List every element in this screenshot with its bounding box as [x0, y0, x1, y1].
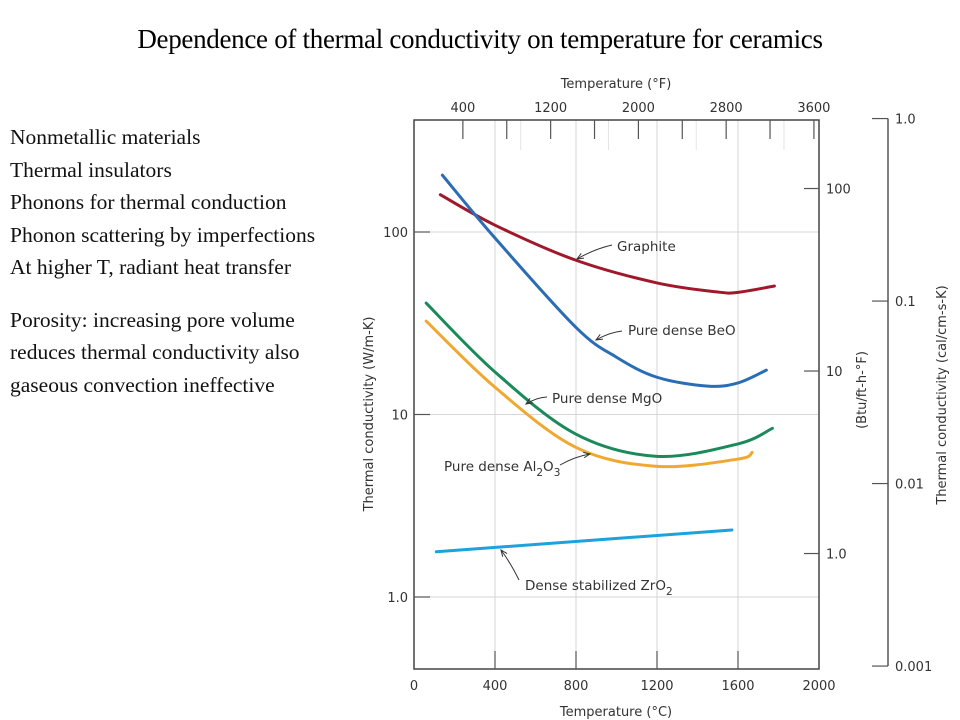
- bullet-item: At higher T, radiant heat transfer: [10, 255, 291, 279]
- arrowhead-pure-dense-al2o3: [583, 451, 592, 459]
- x-tick-label: 2000: [802, 679, 835, 694]
- bullet-item: Thermal insulators: [10, 157, 172, 182]
- y-right2-tick-label: 0.01: [895, 478, 924, 493]
- bullet-item: Phonon scattering by imperfections: [10, 222, 316, 247]
- bullet-list: Nonmetallic materials Thermal insulators…: [10, 121, 315, 401]
- annotations: Graphite Pure dense BeO Pure dense MgO Pure…: [444, 239, 736, 598]
- axis-ticks: 0 400 800 1200 1600 2000 400 1200 2000 2800 3600 1.…: [383, 101, 932, 694]
- x-top-tick-label: 1200: [534, 101, 567, 116]
- y-right1-tick-label: 10: [826, 365, 843, 380]
- label-pure-dense-al2o3: Pure dense Al2O3: [444, 459, 560, 479]
- x-top-tick-label: 2800: [710, 101, 743, 116]
- y-right2-tick-label: 0.1: [895, 295, 916, 310]
- label-dense-stabilized-zro2: Dense stabilized ZrO2: [525, 578, 673, 598]
- plot-frame: [413, 118, 889, 670]
- x-tick-label: 400: [483, 679, 508, 694]
- y-right2-tick-label: 0.001: [895, 660, 932, 675]
- label-graphite: Graphite: [617, 239, 676, 255]
- y-right1-tick-label: 1.0: [826, 548, 847, 563]
- x-top-tick-label: 3600: [797, 101, 830, 116]
- y-right2-axis-label: Thermal conductivity (cal/cm-s-K): [935, 285, 950, 505]
- note-line: gaseous convection ineffective: [10, 372, 275, 397]
- arrow-dense-stabilized-zro2: [500, 549, 520, 581]
- x-tick-label: 1200: [640, 679, 673, 694]
- x-top-tick-label: 2000: [622, 101, 655, 116]
- y-right1-axis-label: (Btu/ft-h-°F): [855, 351, 870, 429]
- arrow-pure-dense-al2o3: [559, 453, 591, 466]
- y-right1-tick-label: 100: [826, 183, 851, 198]
- bullet-item: Phonons for thermal conduction: [10, 190, 287, 214]
- x-top-tick-label: 400: [450, 101, 475, 116]
- arrowhead-graphite: [575, 253, 585, 260]
- arrowhead-pure-dense-mgo: [524, 397, 533, 405]
- y-tick-label: 10: [391, 409, 408, 424]
- x-top-axis-label: Temperature (°F): [560, 77, 672, 92]
- y-axis-label: Thermal conductivity (W/m-K): [362, 317, 377, 513]
- label-pure-dense-mgo: Pure dense MgO: [552, 391, 662, 407]
- note-line: reduces thermal conductivity also: [10, 340, 300, 364]
- grid: [414, 120, 819, 669]
- y-right2-tick-label: 1.0: [895, 113, 916, 128]
- x-axis-label: Temperature (°C): [559, 705, 672, 720]
- series-line-pure-dense-mgo: [424, 301, 774, 458]
- x-tick-label: 800: [564, 679, 589, 694]
- series-line-graphite: [438, 193, 776, 295]
- series-line-pure-dense-al2o3: [424, 319, 754, 469]
- y-tick-label: 1.0: [387, 591, 408, 606]
- x-tick-label: 0: [410, 679, 418, 694]
- note-line: Porosity: increasing pore volume: [10, 307, 295, 332]
- label-pure-dense-beo: Pure dense BeO: [628, 323, 736, 339]
- series-line-pure-dense-beo: [440, 173, 768, 388]
- arrow-graphite: [576, 244, 613, 260]
- arrowhead-dense-stabilized-zro2: [500, 548, 508, 557]
- series-line-dense-stabilized-zro2: [434, 528, 734, 554]
- slide-title: Dependence of thermal conductivity on te…: [137, 24, 823, 54]
- arrow-pure-dense-beo: [595, 330, 623, 341]
- bullet-item: Nonmetallic materials: [10, 125, 201, 149]
- arrow-pure-dense-mgo: [525, 396, 548, 405]
- plot-frame-rect: [413, 119, 820, 670]
- x-tick-label: 1600: [721, 679, 754, 694]
- y-tick-label: 100: [383, 226, 408, 241]
- arrowhead-pure-dense-beo: [594, 334, 604, 341]
- series-lines: [424, 173, 776, 554]
